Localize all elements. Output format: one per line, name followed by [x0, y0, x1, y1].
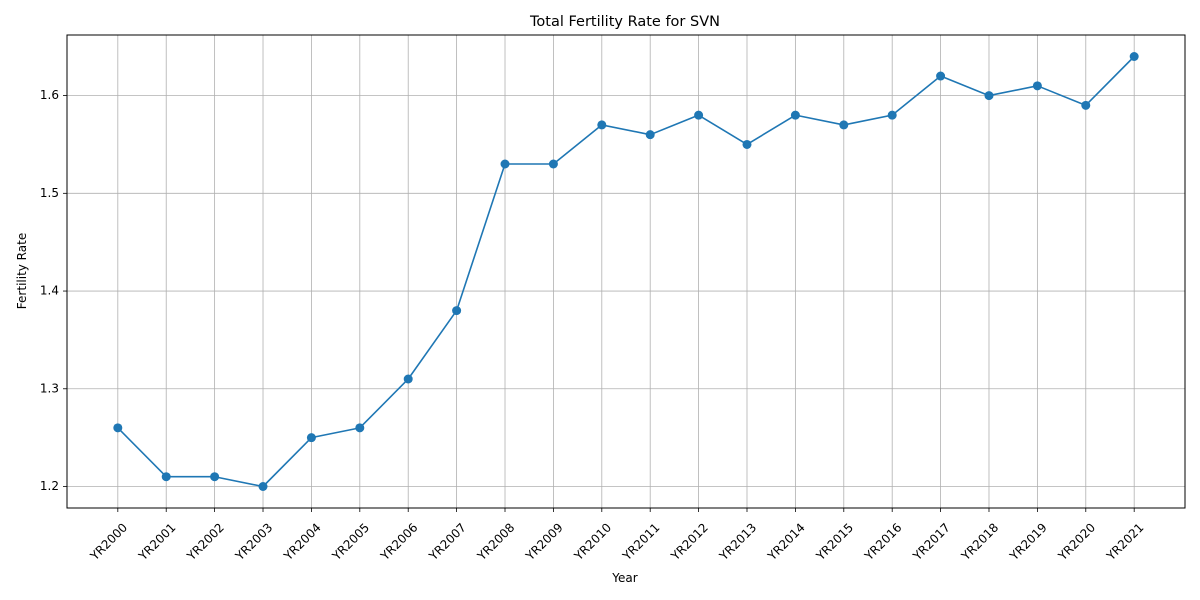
data-point — [1081, 100, 1091, 110]
data-point — [984, 91, 994, 101]
data-point — [258, 482, 268, 491]
data-point — [597, 120, 607, 130]
y-tick-label: 1.6 — [40, 88, 59, 102]
data-point — [548, 159, 558, 169]
y-tick-label: 1.3 — [40, 381, 59, 395]
data-point — [452, 306, 462, 316]
data-point — [887, 110, 897, 120]
data-point — [500, 159, 510, 169]
data-point — [742, 139, 752, 149]
series-line — [117, 55, 1135, 488]
data-point — [210, 472, 220, 482]
data-point — [790, 110, 800, 120]
data-point — [113, 423, 123, 433]
data-point — [1129, 52, 1139, 61]
data-point — [1032, 81, 1042, 91]
data-point — [645, 130, 655, 140]
chart-title: Total Fertility Rate for SVN — [529, 14, 720, 30]
y-tick-label: 1.4 — [40, 284, 59, 298]
x-axis-label: Year — [611, 571, 637, 585]
grid-lines — [67, 35, 1185, 508]
y-axis-label: Fertility Rate — [15, 233, 29, 309]
data-point — [161, 472, 171, 482]
y-tick-label: 1.5 — [40, 186, 59, 200]
y-tick-label: 1.2 — [40, 479, 59, 493]
plot-area-frame — [66, 34, 1186, 509]
data-point — [936, 71, 946, 81]
data-point — [355, 423, 365, 433]
data-series — [113, 52, 1139, 491]
y-axis-ticks: 1.2 1.3 1.4 1.5 1.6 — [40, 88, 67, 493]
data-point — [694, 110, 704, 120]
data-point — [306, 433, 316, 443]
data-point — [839, 120, 849, 130]
data-point — [403, 374, 413, 384]
